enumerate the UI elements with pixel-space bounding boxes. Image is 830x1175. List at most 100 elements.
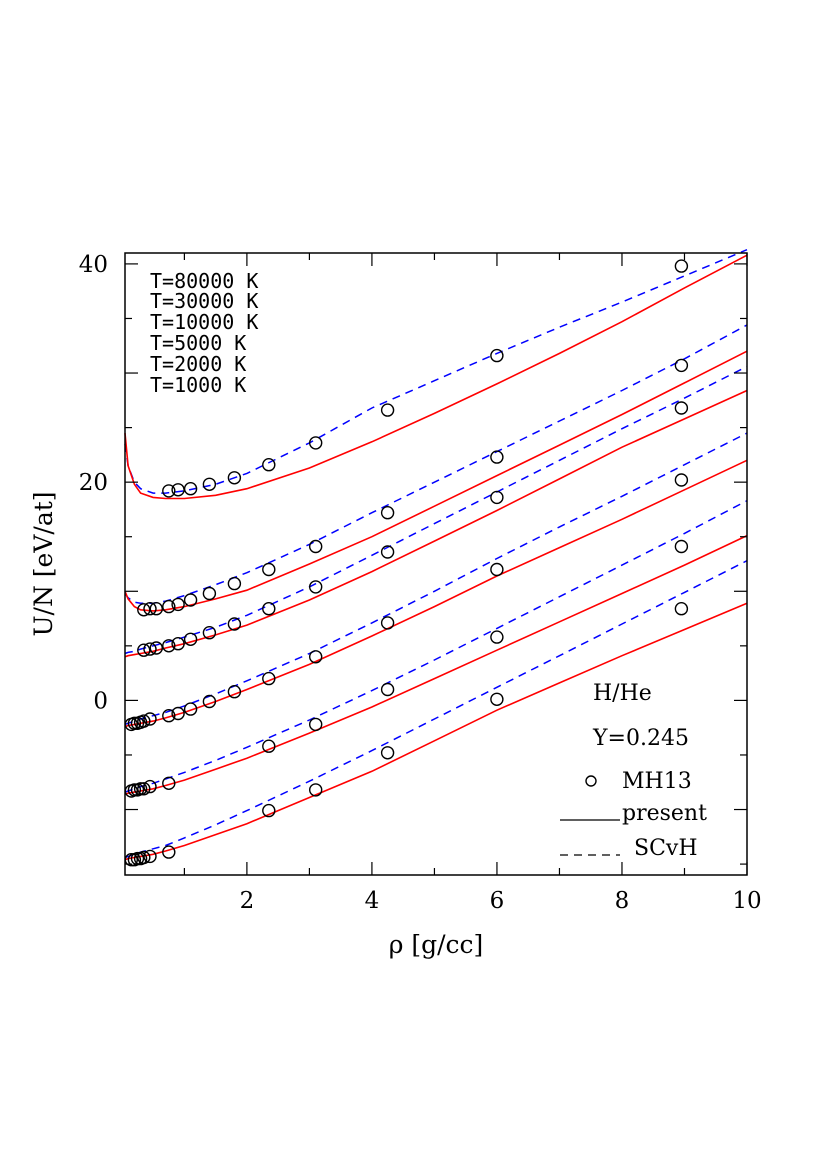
mh13-point — [162, 484, 176, 498]
mh13-point — [162, 776, 176, 790]
x-tick-label: 8 — [615, 888, 630, 914]
mh13-point — [490, 348, 504, 363]
x-tick-label: 6 — [490, 888, 505, 914]
mh13-point — [490, 450, 504, 464]
mh13-point — [227, 576, 242, 591]
annotation-helium-fraction: Y=0.245 — [592, 726, 689, 751]
mh13-point — [309, 650, 323, 664]
mh13-point — [490, 630, 504, 644]
mh13-point — [309, 783, 323, 797]
x-axis-label: ρ [g/cc] — [389, 930, 484, 959]
temperature-label-30000: T=30000 K — [150, 289, 258, 313]
legend-scvh-label: SCvH — [634, 836, 698, 861]
mh13-point — [202, 586, 217, 601]
y-tick-label: 40 — [79, 252, 108, 278]
mh13-point — [127, 783, 142, 797]
mh13-point — [262, 602, 276, 616]
x-tick-label: 10 — [732, 888, 761, 914]
mh13-point — [137, 782, 151, 796]
mh13-point — [674, 539, 689, 554]
mh13-point — [227, 617, 242, 631]
axes-layer: 2 4 6 8 10 0 20 40 — [79, 252, 762, 914]
mh13-point — [202, 626, 217, 640]
mh13-point — [130, 851, 145, 866]
series-group — [124, 249, 748, 500]
mh13-point — [674, 602, 689, 616]
temperature-labels: T=80000 K T=30000 K T=10000 K T=5000 K T… — [150, 269, 258, 397]
mh13-point — [380, 746, 395, 760]
mh13-point — [143, 779, 157, 794]
scvh-line — [124, 365, 748, 655]
mh13-point — [227, 471, 242, 485]
mh13-point — [380, 682, 395, 697]
mh13-point — [183, 702, 198, 716]
y-tick-label: 0 — [93, 688, 108, 714]
mh13-point — [202, 694, 217, 709]
mh13-point — [380, 506, 395, 520]
mh13-point — [143, 602, 157, 616]
mh13-point — [380, 616, 395, 630]
mh13-point — [674, 401, 689, 415]
mh13-point — [143, 642, 157, 656]
mh13-point — [171, 597, 185, 612]
mh13-point — [143, 712, 157, 726]
mh13-point — [309, 717, 323, 732]
present-line — [124, 254, 748, 500]
x-tick-label: 2 — [240, 888, 255, 914]
mh13-point — [262, 739, 276, 753]
series-group — [124, 432, 748, 732]
x-tick-label: 4 — [365, 888, 380, 914]
y-axis-label: U/N [eV/at] — [29, 491, 58, 636]
legend-mh13-label: MH13 — [622, 769, 692, 794]
mh13-point — [143, 849, 157, 864]
temperature-label-5000: T=5000 K — [150, 331, 246, 355]
legend-present-label: present — [622, 801, 707, 826]
y-tick-label: 20 — [79, 470, 108, 496]
mh13-point — [137, 714, 151, 728]
mh13-point — [674, 473, 689, 487]
series-group — [124, 560, 748, 867]
mh13-point — [490, 562, 504, 577]
mh13-point — [262, 671, 276, 686]
mh13-point — [490, 490, 504, 505]
scvh-line — [124, 324, 748, 605]
mh13-point — [309, 539, 323, 554]
mh13-point — [137, 850, 151, 865]
mh13-point — [309, 436, 323, 450]
series-group — [124, 500, 748, 798]
temperature-label-2000: T=2000 K — [150, 352, 246, 376]
scvh-line — [124, 249, 748, 494]
annotation-mixture: H/He — [593, 681, 652, 706]
mh13-point — [380, 545, 395, 559]
mh13-point — [137, 643, 151, 657]
legend: MH13 present SCvH — [560, 769, 707, 861]
mh13-point — [171, 637, 185, 651]
mh13-point — [162, 709, 176, 723]
plot-frame — [124, 252, 748, 876]
mh13-point — [162, 845, 176, 859]
legend-mh13-marker — [585, 775, 597, 787]
temperature-label-1000: T=1000 K — [150, 373, 246, 397]
mh13-point — [133, 782, 148, 796]
mh13-point — [309, 580, 323, 594]
mh13-point — [262, 458, 276, 472]
mh13-point — [127, 716, 142, 730]
mh13-point — [171, 706, 185, 721]
mh13-point — [162, 599, 176, 614]
mh13-point — [183, 482, 198, 496]
mh13-point — [149, 602, 164, 616]
mh13-point — [227, 685, 242, 699]
mh13-point — [262, 562, 276, 577]
mh13-point — [380, 403, 395, 417]
mh13-point — [162, 639, 176, 653]
data-layer — [124, 249, 748, 867]
mh13-point — [183, 632, 198, 646]
mh13-point — [183, 593, 198, 607]
temperature-label-80000: T=80000 K — [150, 269, 258, 293]
mh13-point — [490, 692, 504, 706]
mh13-point — [674, 358, 689, 373]
mh13-point — [202, 477, 217, 491]
mh13-point — [262, 803, 276, 818]
